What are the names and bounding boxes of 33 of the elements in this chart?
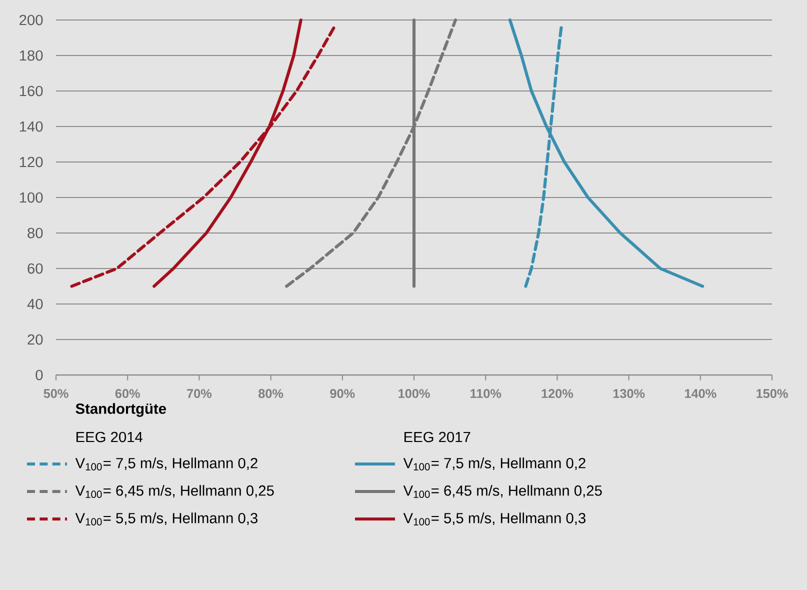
y-tick-label: 60 bbox=[28, 263, 43, 274]
x-tick-label: 80% bbox=[258, 389, 284, 398]
y-tick-label: 160 bbox=[20, 86, 43, 96]
y-tick-label: 40 bbox=[27, 298, 43, 310]
legend-label: V$_{100}$= 5,5 m/s, Hellmann 0,3 bbox=[403, 512, 586, 526]
y-tick-label: 20 bbox=[28, 334, 43, 345]
x-tick-label: 130% bbox=[613, 389, 645, 398]
x-tick-label: 110% bbox=[470, 389, 502, 398]
legend-label: V$_{100}$= 6,45 m/s, Hellmann 0,25 bbox=[75, 485, 274, 498]
y-tick-label: 140 bbox=[20, 121, 43, 132]
x-tick-label: 100% bbox=[398, 389, 430, 398]
y-tick-label: 180 bbox=[20, 50, 43, 61]
x-tick-label: 140% bbox=[685, 389, 716, 398]
x-tick-label: 150% bbox=[756, 389, 788, 398]
y-tick-label: 200 bbox=[20, 14, 43, 26]
y-tick-label: 100 bbox=[20, 192, 43, 203]
text: EEG 2014 bbox=[76, 432, 142, 442]
text: EEG 2017 bbox=[404, 432, 470, 442]
legend-label: V$_{100}$= 6,45 m/s, Hellmann 0,25 bbox=[403, 485, 602, 498]
legend-title: Standortgüte bbox=[76, 403, 166, 417]
legend-label: V$_{100}$= 7,5 m/s, Hellmann 0,2 bbox=[75, 458, 258, 470]
line-series bbox=[508, 18, 704, 288]
legend-label: V$_{100}$= 7,5 m/s, Hellmann 0,2 bbox=[403, 458, 586, 470]
y-tick-label: 120 bbox=[20, 156, 43, 168]
x-tick-label: 90% bbox=[330, 389, 355, 398]
line-series bbox=[285, 18, 458, 288]
x-tick-label: 50% bbox=[44, 389, 68, 398]
legend-label: V$_{100}$= 5,5 m/s, Hellmann 0,3 bbox=[75, 512, 258, 526]
y-tick-label: 0 bbox=[36, 370, 43, 380]
x-tick-label: 120% bbox=[542, 389, 574, 398]
x-tick-label: 60% bbox=[115, 389, 140, 398]
y-tick-label: 80 bbox=[28, 228, 43, 238]
x-tick-label: 70% bbox=[187, 389, 212, 398]
